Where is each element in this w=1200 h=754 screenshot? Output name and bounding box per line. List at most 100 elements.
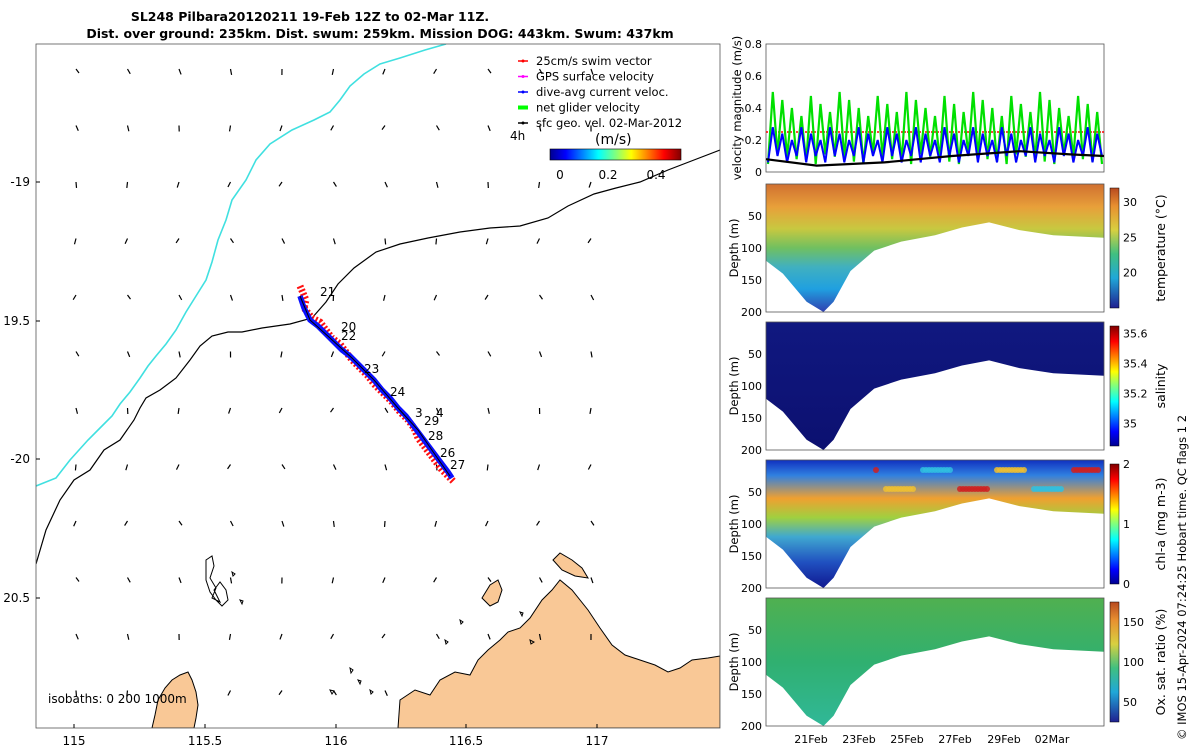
- legend-marker: [522, 60, 525, 63]
- colorbar-tick-label: 20: [1123, 267, 1137, 280]
- depth-tick-label: 50: [748, 486, 762, 499]
- depth-axis-label: Depth (m): [727, 357, 741, 416]
- legend-marker: [522, 75, 525, 78]
- section-colorbar: [1110, 326, 1119, 446]
- map-x-tick-label: 117: [586, 734, 609, 748]
- legend-label: net glider velocity: [536, 101, 640, 115]
- chl-sample-dot: [957, 486, 963, 492]
- colorbar-tick-label: 25: [1123, 231, 1137, 244]
- track-day-label: 3: [415, 406, 423, 420]
- map-y-tick-label: 19.5: [3, 314, 30, 328]
- depth-tick-label: 200: [741, 306, 762, 319]
- velocity-y-tick-label: 0.4: [745, 102, 763, 115]
- colorbar-tick-label: 35.6: [1123, 328, 1148, 341]
- legend-marker: [522, 106, 525, 109]
- track-day-label: 24: [390, 385, 405, 399]
- colorbar-title: (m/s): [595, 132, 632, 148]
- velocity-y-label: velocity magnitude (m/s): [730, 36, 744, 181]
- colorbar-label: salinity: [1153, 363, 1168, 408]
- chl-sample-dot: [1031, 486, 1037, 492]
- map-x-tick-label: 115: [63, 734, 86, 748]
- velocity-y-tick-label: 0: [755, 166, 762, 179]
- chl-sample-dot: [1071, 467, 1077, 473]
- velocity-arrow: [127, 182, 128, 188]
- colorbar-tick-label: 35: [1123, 418, 1137, 431]
- velocity-arrow: [539, 182, 540, 188]
- map-y-tick-label: 20.5: [3, 591, 30, 605]
- track-day-label: 22: [341, 329, 356, 343]
- colorbar-tick-label: 1: [1123, 518, 1130, 531]
- chl-sample-dot: [873, 467, 879, 473]
- section-colorbar: [1110, 464, 1119, 584]
- depth-tick-label: 200: [741, 720, 762, 733]
- map-x-tick-label: 116: [325, 734, 348, 748]
- time-tick-label: 21Feb: [794, 733, 827, 746]
- map-x-tick-label: 115.5: [188, 734, 222, 748]
- depth-tick-label: 100: [741, 656, 762, 669]
- time-tick-label: 02Mar: [1035, 733, 1070, 746]
- map-y-tick-label: -20: [10, 452, 30, 466]
- legend-marker: [522, 91, 525, 94]
- colorbar-tick-label: 0: [1123, 578, 1130, 591]
- colorbar-tick-label: 35.2: [1123, 388, 1148, 401]
- chl-sample-dot: [883, 486, 889, 492]
- legend-label: GPS surface velocity: [536, 70, 654, 84]
- velocity-arrow: [436, 239, 437, 245]
- colorbar-label: chl-a (mg m-3): [1153, 478, 1168, 571]
- track-day-label: 28: [428, 429, 443, 443]
- colorbar-tick-label: 30: [1123, 196, 1137, 209]
- depth-tick-label: 100: [741, 518, 762, 531]
- colorbar-tick-label: 2: [1123, 458, 1130, 471]
- depth-tick-label: 50: [748, 210, 762, 223]
- depth-axis-label: Depth (m): [727, 219, 741, 278]
- section-colorbar: [1110, 188, 1119, 308]
- colorbar-tick-label: 100: [1123, 656, 1144, 669]
- colorbar-tick-label: 50: [1123, 696, 1137, 709]
- depth-tick-label: 150: [741, 274, 762, 287]
- velocity-arrow: [385, 239, 386, 245]
- time-tick-label: 25Feb: [890, 733, 923, 746]
- legend-label: 25cm/s swim vector: [536, 54, 652, 68]
- depth-tick-label: 150: [741, 688, 762, 701]
- track-day-label: 21: [320, 285, 335, 299]
- depth-axis-label: Depth (m): [727, 633, 741, 692]
- time-tick-label: 27Feb: [938, 733, 971, 746]
- chl-sample-dot: [994, 467, 1000, 473]
- track-day-label: 29: [424, 414, 439, 428]
- legend-label: dive-avg current veloc.: [536, 85, 669, 99]
- imos-side-note: © IMOS 15-Apr-2024 07:24:25 Hobart time.…: [1175, 415, 1189, 740]
- colorbar-tick-label: 0.2: [598, 168, 617, 182]
- colorbar-tick-label: 150: [1123, 616, 1144, 629]
- velocity-arrow: [75, 465, 76, 471]
- figure-title-line2: Dist. over ground: 235km. Dist. swum: 25…: [86, 26, 673, 41]
- speed-colorbar: [550, 149, 681, 160]
- velocity-arrow: [334, 521, 335, 527]
- map-y-tick-label: -19: [10, 175, 30, 189]
- velocity-y-tick-label: 0.8: [745, 38, 763, 51]
- depth-tick-label: 200: [741, 582, 762, 595]
- depth-tick-label: 50: [748, 348, 762, 361]
- depth-tick-label: 50: [748, 624, 762, 637]
- chl-sample-dot: [920, 467, 926, 473]
- legend-label: sfc geo. vel. 02-Mar-2012: [536, 116, 682, 130]
- depth-tick-label: 100: [741, 242, 762, 255]
- depth-tick-label: 150: [741, 550, 762, 563]
- isobath-label: isobaths: 0 200 1000m: [48, 692, 187, 706]
- depth-tick-label: 150: [741, 412, 762, 425]
- velocity-y-tick-label: 0.6: [745, 70, 763, 83]
- velocity-y-tick-label: 0.2: [745, 134, 763, 147]
- map-x-tick-label: 116.5: [449, 734, 483, 748]
- figure-title-line1: SL248 Pilbara20120211 19-Feb 12Z to 02-M…: [131, 9, 489, 24]
- colorbar-tick-label: 0: [556, 168, 564, 182]
- depth-tick-label: 100: [741, 380, 762, 393]
- legend-marker: [522, 122, 525, 125]
- depth-tick-label: 200: [741, 444, 762, 457]
- time-tick-label: 23Feb: [842, 733, 875, 746]
